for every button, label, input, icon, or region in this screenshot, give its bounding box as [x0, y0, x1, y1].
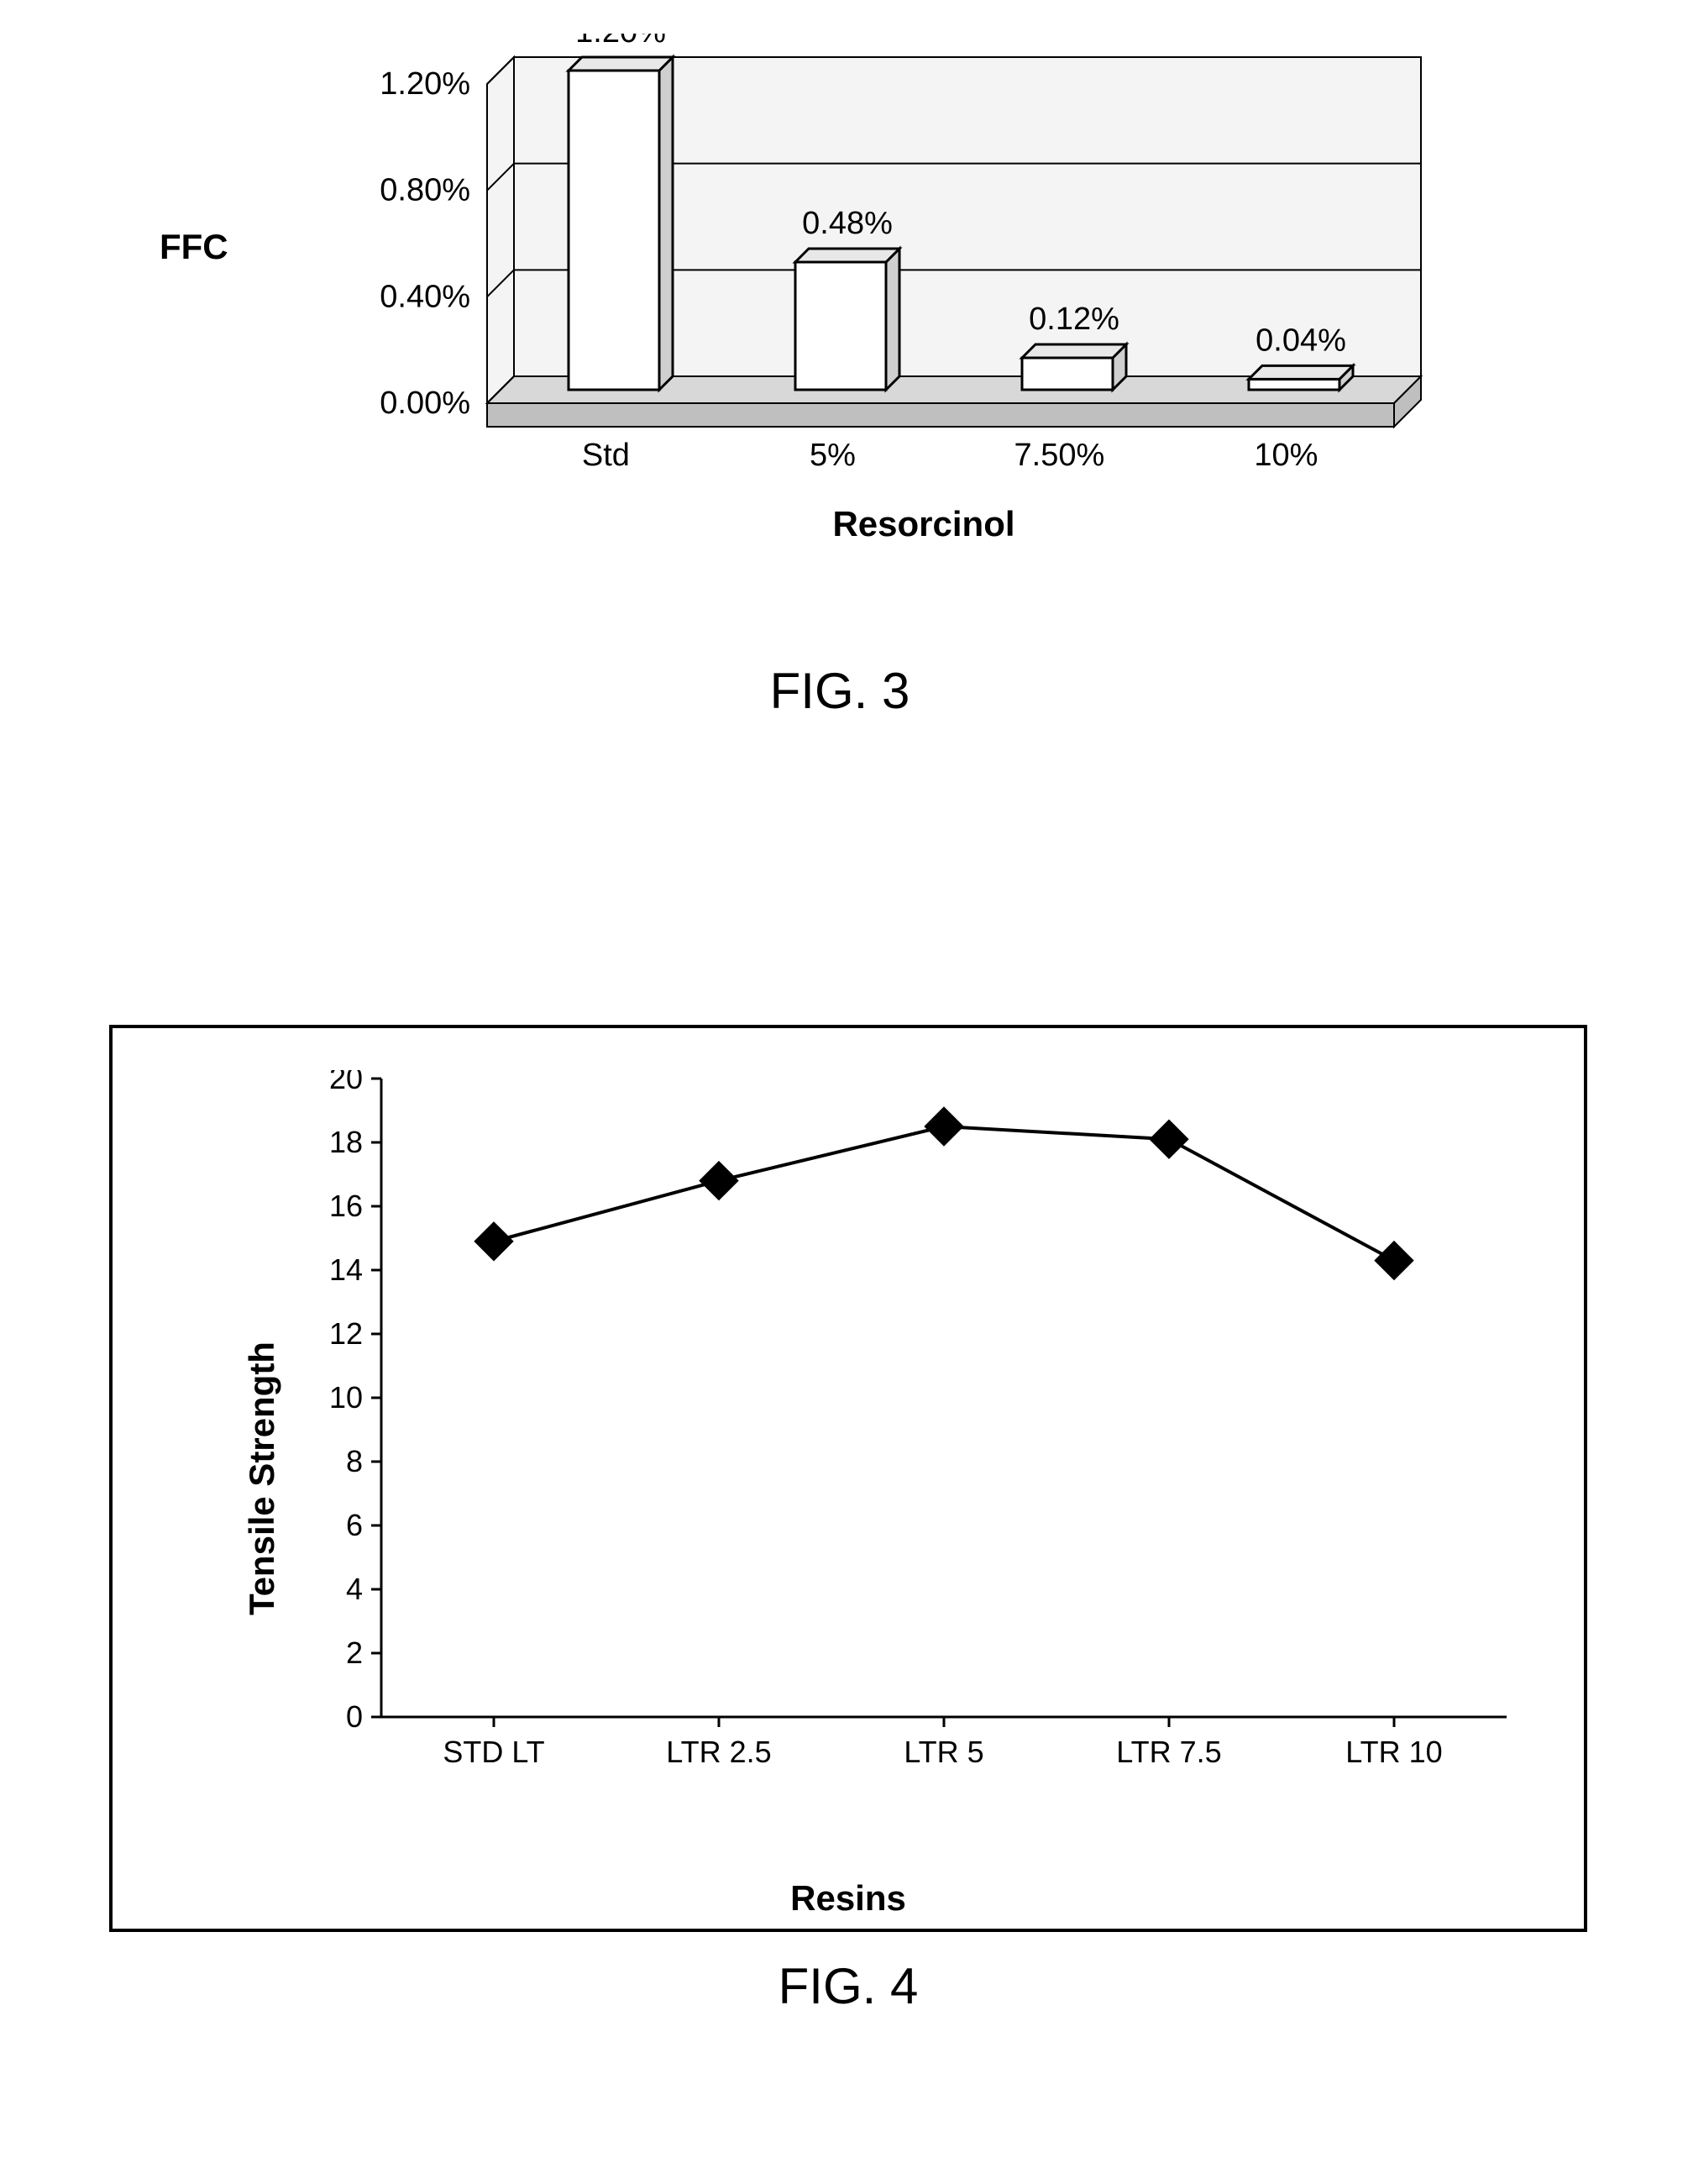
fig3-svg: 0.00% 0.40% 0.80% 1.20% 1.20% Std 0.48% 5% 0.12%… [319, 34, 1528, 504]
svg-text:20: 20 [329, 1070, 363, 1095]
svg-text:12: 12 [329, 1316, 363, 1351]
fig3-caption: FIG. 3 [151, 662, 1528, 720]
fig3-y-axis-label: FFC [160, 227, 228, 267]
svg-text:STD LT: STD LT [443, 1735, 544, 1769]
svg-text:7.50%: 7.50% [1014, 438, 1105, 473]
svg-text:0.80%: 0.80% [380, 173, 470, 208]
fig4-container: Tensile Strength 0 2 4 6 8 10 12 14 16 18 20 STD LT… [109, 1025, 1587, 2015]
fig4-caption: FIG. 4 [109, 1957, 1587, 2015]
svg-text:2: 2 [346, 1635, 363, 1670]
fig4-x-axis-label: Resins [113, 1878, 1584, 1919]
svg-text:0.48%: 0.48% [802, 206, 893, 241]
fig3-chart: 0.00% 0.40% 0.80% 1.20% 1.20% Std 0.48% 5% 0.12%… [319, 34, 1528, 504]
svg-text:18: 18 [329, 1125, 363, 1159]
fig4-svg: 0 2 4 6 8 10 12 14 16 18 20 STD LT LTR 2.5 LTR 5 LTR 7… [289, 1070, 1532, 1801]
fig4-plot: 0 2 4 6 8 10 12 14 16 18 20 STD LT LTR 2.5 LTR 5 LTR 7… [289, 1070, 1532, 1801]
svg-text:5%: 5% [810, 438, 856, 473]
svg-text:16: 16 [329, 1189, 363, 1223]
svg-text:8: 8 [346, 1444, 363, 1478]
svg-text:10%: 10% [1254, 438, 1318, 473]
svg-text:LTR 10: LTR 10 [1345, 1735, 1442, 1769]
svg-text:0.00%: 0.00% [380, 386, 470, 421]
fig3-x-axis-label: Resorcinol [319, 504, 1528, 544]
svg-text:1.20%: 1.20% [575, 34, 666, 50]
svg-text:LTR 2.5: LTR 2.5 [666, 1735, 771, 1769]
svg-text:10: 10 [329, 1380, 363, 1415]
fig4-frame: Tensile Strength 0 2 4 6 8 10 12 14 16 18 20 STD LT… [109, 1025, 1587, 1932]
svg-text:0.40%: 0.40% [380, 279, 470, 314]
svg-text:Std: Std [582, 438, 630, 473]
svg-text:0: 0 [346, 1699, 363, 1734]
fig3-container: FFC 0.00%0.40%0.80%1.20%1.20%Std0.48%5%0… [151, 34, 1528, 720]
svg-text:0.12%: 0.12% [1029, 302, 1119, 337]
svg-text:0.04%: 0.04% [1256, 323, 1346, 358]
svg-text:6: 6 [346, 1508, 363, 1542]
page: FFC 0.00%0.40%0.80%1.20%1.20%Std0.48%5%0… [0, 0, 1688, 2184]
svg-text:4: 4 [346, 1572, 363, 1606]
fig4-y-axis-label: Tensile Strength [242, 1341, 282, 1615]
svg-text:1.20%: 1.20% [380, 66, 470, 102]
svg-text:14: 14 [329, 1252, 363, 1287]
svg-text:LTR 5: LTR 5 [904, 1735, 983, 1769]
svg-text:LTR 7.5: LTR 7.5 [1116, 1735, 1221, 1769]
